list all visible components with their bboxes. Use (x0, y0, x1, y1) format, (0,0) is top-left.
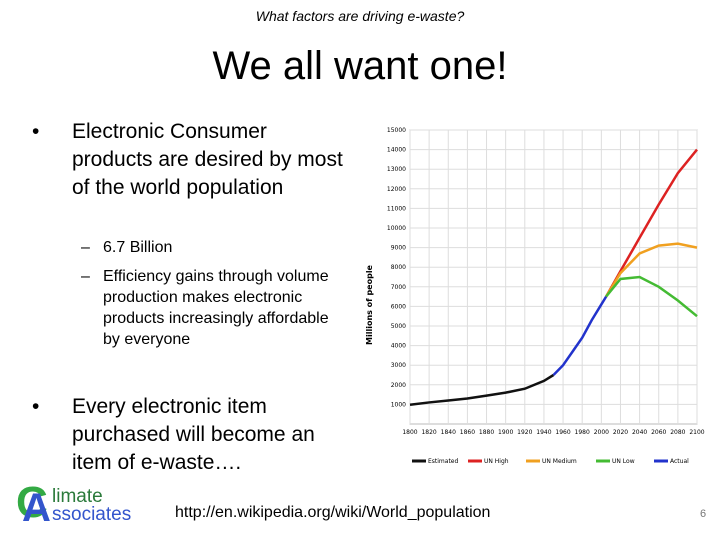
legend-label: Estimated (428, 458, 459, 465)
y-tick-label: 4000 (391, 343, 406, 350)
series-line (605, 275, 698, 318)
legend-label: UN Medium (542, 458, 577, 465)
logo-word: ssociates (52, 504, 132, 525)
x-tick-label: 1900 (498, 429, 513, 436)
y-tick-label: 9000 (391, 245, 406, 252)
y-tick-label: 7000 (391, 284, 406, 291)
y-tick-label: 12000 (387, 186, 406, 193)
x-tick-label: 1980 (575, 429, 590, 436)
legend-label: Actual (670, 458, 689, 465)
x-tick-label: 1920 (517, 429, 532, 436)
slide-title: We all want one! (212, 44, 508, 88)
logo-c: C (16, 478, 48, 527)
x-tick-label: 1800 (402, 429, 417, 436)
x-tick-label: 1940 (536, 429, 551, 436)
x-tick-label: 1820 (421, 429, 436, 436)
y-tick-label: 6000 (391, 303, 406, 310)
y-tick-label: 2000 (391, 382, 406, 389)
sub-bullet: 6.7 Billion (81, 237, 335, 258)
x-tick-label: 1840 (441, 429, 456, 436)
y-tick-label: 5000 (391, 323, 406, 330)
bullet: Every electronic item purchased will bec… (32, 393, 344, 477)
x-tick-label: 2020 (613, 429, 628, 436)
page-number: 6 (700, 508, 707, 520)
x-tick-label: 2000 (594, 429, 609, 436)
plot-area (409, 129, 698, 425)
slide-subtitle: What factors are driving e-waste? (255, 8, 465, 24)
y-axis-label: Millions of people (365, 264, 374, 345)
x-tick-label: 2080 (670, 429, 685, 436)
x-tick-label: 1860 (460, 429, 475, 436)
y-tick-label: 3000 (391, 362, 406, 369)
y-tick-label: 8000 (391, 264, 406, 271)
y-tick-label: 15000 (387, 127, 406, 134)
chart: Millions of people 1000 2000 3000 4000 5000 6… (365, 127, 705, 465)
source-url: http://en.wikipedia.org/wiki/World_popul… (175, 504, 491, 521)
legend-label: UN Low (612, 458, 635, 465)
x-tick-label: 2040 (632, 429, 647, 436)
x-tick-label: 2060 (651, 429, 666, 436)
y-tick-label: 1000 (391, 401, 406, 408)
y-tick-label: 14000 (387, 147, 406, 154)
y-tick-label: 10000 (387, 225, 406, 232)
legend-label: UN High (484, 458, 509, 465)
series-line (605, 242, 698, 298)
x-tick-label: 1960 (555, 429, 570, 436)
series-line (552, 295, 608, 376)
series-line (409, 373, 555, 407)
y-tick-label: 11000 (387, 205, 406, 212)
logo-word: limate (52, 486, 103, 507)
y-tick-label: 13000 (387, 166, 406, 173)
x-tick-label: 2100 (689, 429, 704, 436)
logo-a: A (22, 486, 51, 530)
sub-bullet: Efficiency gains through volume producti… (81, 266, 335, 350)
x-tick-label: 1880 (479, 429, 494, 436)
bullet: Electronic Consumer products are desired… (32, 118, 344, 202)
